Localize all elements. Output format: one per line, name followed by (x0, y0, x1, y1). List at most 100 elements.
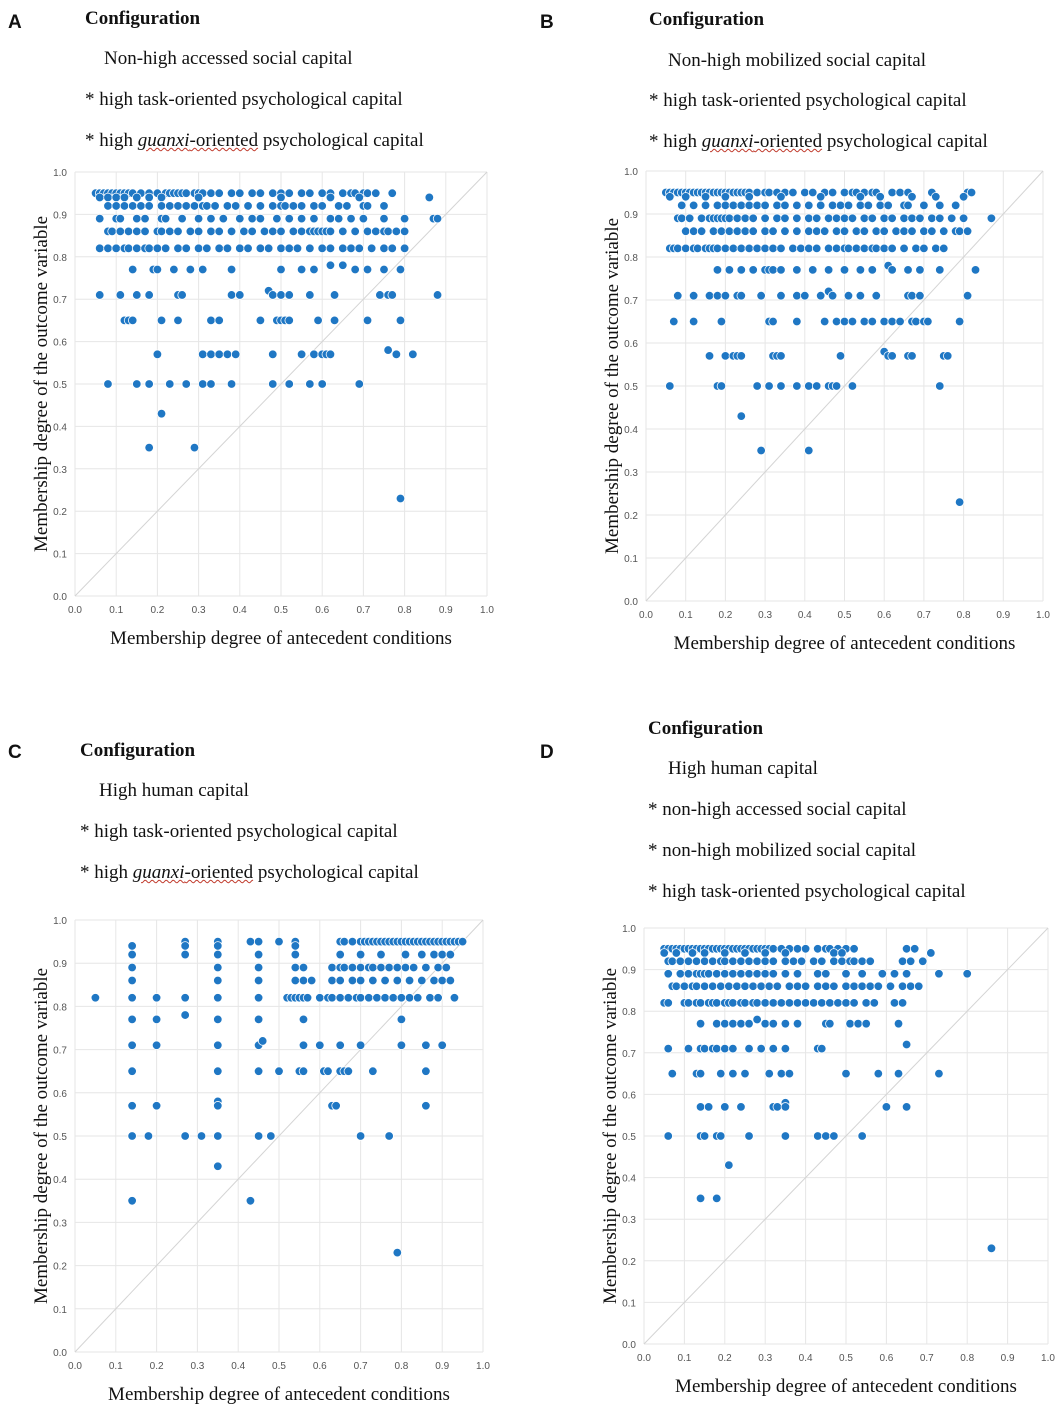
points (90, 188, 443, 504)
configuration-lead: Non-high accessed social capital (104, 48, 353, 69)
data-point (867, 213, 877, 224)
data-point (875, 192, 885, 202)
data-point (185, 264, 196, 275)
data-point (692, 243, 703, 254)
data-point (958, 213, 969, 224)
data-point (867, 316, 877, 327)
data-point (744, 1131, 754, 1141)
data-point (680, 243, 691, 254)
data-point (831, 213, 842, 224)
data-point (193, 192, 204, 203)
data-point (867, 265, 877, 275)
data-point (716, 1131, 726, 1141)
data-point (855, 200, 866, 211)
data-point (180, 1010, 190, 1020)
data-point (772, 1102, 783, 1112)
data-point (214, 349, 224, 360)
data-point (869, 998, 879, 1008)
data-point (151, 1040, 162, 1050)
data-point (151, 1014, 162, 1025)
y-tick-label: 1.0 (622, 924, 636, 935)
data-point (399, 226, 410, 237)
data-point (206, 379, 216, 389)
data-point (724, 226, 735, 236)
data-point (792, 213, 802, 224)
data-point (140, 226, 150, 237)
data-point (728, 200, 739, 211)
data-point (355, 1131, 366, 1141)
data-point (296, 349, 307, 360)
data-point (268, 188, 278, 198)
data-point (847, 213, 858, 224)
data-point (268, 349, 278, 360)
data-point (865, 981, 875, 991)
y-tick-label: 0.2 (53, 1262, 67, 1273)
y-tick-label: 0.6 (53, 1089, 67, 1100)
data-point (253, 1014, 264, 1025)
data-point (151, 1101, 162, 1111)
data-point (792, 226, 802, 236)
data-point (391, 226, 402, 237)
data-point (169, 264, 179, 275)
data-point (943, 351, 953, 361)
data-point (752, 200, 762, 211)
data-point (695, 1193, 706, 1204)
data-point (720, 969, 730, 979)
data-point (839, 187, 850, 198)
data-point (736, 1102, 746, 1112)
data-point (780, 1102, 791, 1112)
x-tick-label: 0.2 (150, 1361, 164, 1372)
data-point (792, 290, 802, 301)
data-point (740, 226, 750, 236)
data-point (276, 290, 286, 300)
data-point (760, 226, 770, 236)
data-point (325, 192, 336, 203)
configuration-lead: high task-oriented psychological capital (99, 89, 403, 110)
data-point (441, 962, 451, 973)
x-tick-label: 0.3 (190, 1361, 204, 1372)
data-point (189, 201, 200, 211)
data-point (815, 200, 826, 211)
configuration-lead: non-high mobilized social capital (662, 840, 917, 861)
data-point (768, 944, 778, 954)
data-point (379, 213, 389, 224)
data-point (768, 969, 778, 979)
data-point (800, 998, 811, 1008)
x-tick-label: 0.4 (231, 1361, 245, 1372)
data-point (691, 956, 702, 966)
data-point (907, 226, 917, 236)
configuration-prefix: * (648, 799, 663, 820)
configuration-line: * non-high accessed social capital (648, 799, 907, 821)
data-point (383, 345, 393, 355)
panel-label: C (8, 742, 22, 763)
data-point (764, 187, 774, 198)
data-point (712, 265, 723, 275)
data-point (95, 290, 105, 300)
x-tick-label: 0.6 (315, 605, 329, 616)
data-point (671, 948, 682, 958)
data-point (748, 265, 758, 275)
data-point (914, 981, 924, 991)
data-point (829, 948, 839, 958)
data-point (911, 243, 921, 254)
data-point (821, 969, 831, 979)
data-point (752, 187, 762, 198)
data-point (222, 349, 233, 360)
data-point (699, 948, 710, 958)
configuration-line: Non-high accessed social capital (104, 48, 352, 70)
data-point (839, 213, 850, 224)
points (90, 936, 468, 1258)
data-point (290, 962, 301, 973)
scatter-plot: 0.00.0 0.1 0.1 0.2 0.2 0.3 0.3 0.4 0.4 0.5 0.5 0.6 0… (31, 916, 490, 1405)
data-point (891, 226, 901, 236)
data-point (887, 351, 897, 361)
data-point (392, 975, 403, 986)
data-point (699, 981, 710, 991)
x-tick-label: 0.2 (718, 610, 732, 621)
data-point (752, 956, 762, 966)
data-point (333, 213, 344, 224)
data-point (127, 962, 137, 973)
data-point (263, 243, 274, 254)
data-point (127, 1040, 137, 1050)
configuration-prefix: * (85, 89, 100, 110)
